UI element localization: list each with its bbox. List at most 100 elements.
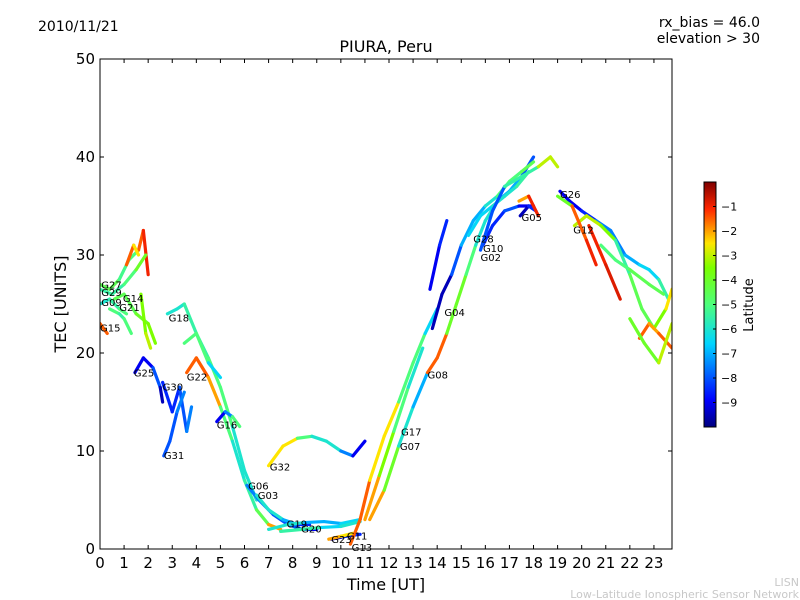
x-tick-label: 1	[119, 554, 129, 572]
x-tick-label: 8	[288, 554, 298, 572]
series-segment	[279, 527, 304, 533]
x-tick-label: 19	[548, 554, 567, 572]
series-G30	[161, 380, 194, 433]
series-label: G19	[287, 520, 307, 531]
series-G32	[266, 434, 367, 468]
colorbar-tick-label: −5	[721, 299, 737, 312]
series-segment	[623, 253, 642, 267]
colorbar-label: Latitude	[742, 278, 757, 332]
series-label: G17	[401, 427, 421, 438]
colorbar-tick-label: −7	[721, 348, 737, 361]
series-segment	[108, 277, 121, 291]
x-tick-label: 22	[620, 554, 639, 572]
series-segment	[647, 322, 661, 335]
series-segment	[141, 356, 155, 370]
series-track-36	[628, 317, 672, 365]
series-G08	[425, 155, 536, 375]
series-segment	[175, 390, 186, 414]
series-track-33	[428, 219, 449, 291]
series-segment	[194, 356, 210, 380]
series-segment	[363, 473, 381, 522]
series-labels: G27G29G14G09G21G15G25G18G30G22G16G31G32G…	[100, 190, 594, 554]
colorbar-tick-label: −9	[721, 397, 737, 410]
series-segment	[161, 380, 174, 414]
series-segment	[478, 209, 495, 252]
series-segment	[503, 204, 521, 213]
series-segment	[613, 258, 632, 272]
x-tick-label: 23	[644, 554, 663, 572]
series-segment	[310, 434, 328, 443]
series-segment	[254, 508, 271, 527]
series-segment	[652, 307, 668, 331]
elevation-label: elevation > 30	[657, 31, 760, 47]
series-segment	[319, 524, 343, 530]
series-segment	[230, 415, 242, 429]
series-segment	[584, 214, 603, 228]
series-segment	[397, 405, 415, 448]
series-segment	[518, 204, 531, 218]
x-axis-label: Time [UT]	[346, 575, 425, 594]
series-label: G15	[100, 324, 120, 335]
series-segment	[134, 312, 150, 326]
series-segment	[165, 307, 179, 316]
y-tick-label: 40	[76, 148, 95, 166]
series-segment	[100, 282, 112, 291]
series-segment	[572, 214, 589, 228]
series-segment	[425, 356, 439, 375]
series-segment	[117, 307, 129, 316]
series-segment	[254, 493, 271, 512]
series-segment	[558, 189, 572, 203]
series-label: G28	[473, 234, 493, 245]
series-label: G07	[400, 442, 420, 453]
series-layer	[100, 155, 672, 546]
series-segment	[168, 410, 179, 443]
series-segment	[406, 346, 425, 389]
series-G21	[108, 307, 133, 335]
colorbar-tick-label: −3	[721, 250, 737, 263]
series-track-39	[124, 243, 141, 267]
series-segment	[527, 194, 540, 218]
series-segment	[339, 519, 362, 529]
y-axis: 0 10 20 30 40 50	[76, 50, 672, 558]
series-segment	[368, 434, 386, 482]
series-G29	[100, 253, 148, 296]
series-segment	[286, 520, 307, 527]
series-segment	[358, 478, 372, 522]
series-G20	[279, 519, 362, 533]
series-segment	[185, 405, 194, 433]
series-G25	[133, 356, 165, 404]
series-G19	[266, 517, 362, 532]
series-segment	[100, 297, 112, 306]
series-label: G27	[101, 280, 121, 291]
series-segment	[555, 194, 574, 208]
series-segment	[637, 263, 651, 272]
series-segment	[108, 307, 121, 316]
colorbar-tick-label: −4	[721, 274, 737, 287]
series-segment	[548, 155, 560, 169]
series-segment	[437, 219, 449, 247]
series-segment	[133, 356, 145, 375]
series-G09	[100, 297, 129, 316]
series-track-38	[182, 331, 223, 380]
y-axis-label: TEC [UNITS]	[51, 256, 70, 354]
x-axis: 0 1 2 3 4 5 6 7 8 9 10 11 12 13 14 15 16 17 18 19 20 21 22 23	[95, 59, 663, 572]
series-label: G26	[560, 190, 580, 201]
plot-frame	[99, 58, 673, 550]
series-segment	[218, 385, 235, 429]
series-G17	[363, 346, 425, 522]
series-segment	[112, 292, 126, 301]
x-tick-label: 21	[596, 554, 615, 572]
series-label: G31	[164, 451, 184, 462]
series-segment	[124, 243, 136, 267]
series-segment	[411, 331, 427, 365]
x-tick-label: 18	[524, 554, 543, 572]
series-segment	[503, 175, 524, 188]
x-tick-label: 4	[192, 554, 202, 572]
series-label: G30	[163, 382, 183, 393]
series-G28	[466, 170, 531, 237]
series-segment	[628, 273, 644, 311]
series-segment	[570, 204, 589, 242]
series-segment	[144, 331, 153, 350]
footer-network: Low-Latitude Ionospheric Sensor Network	[570, 588, 799, 600]
